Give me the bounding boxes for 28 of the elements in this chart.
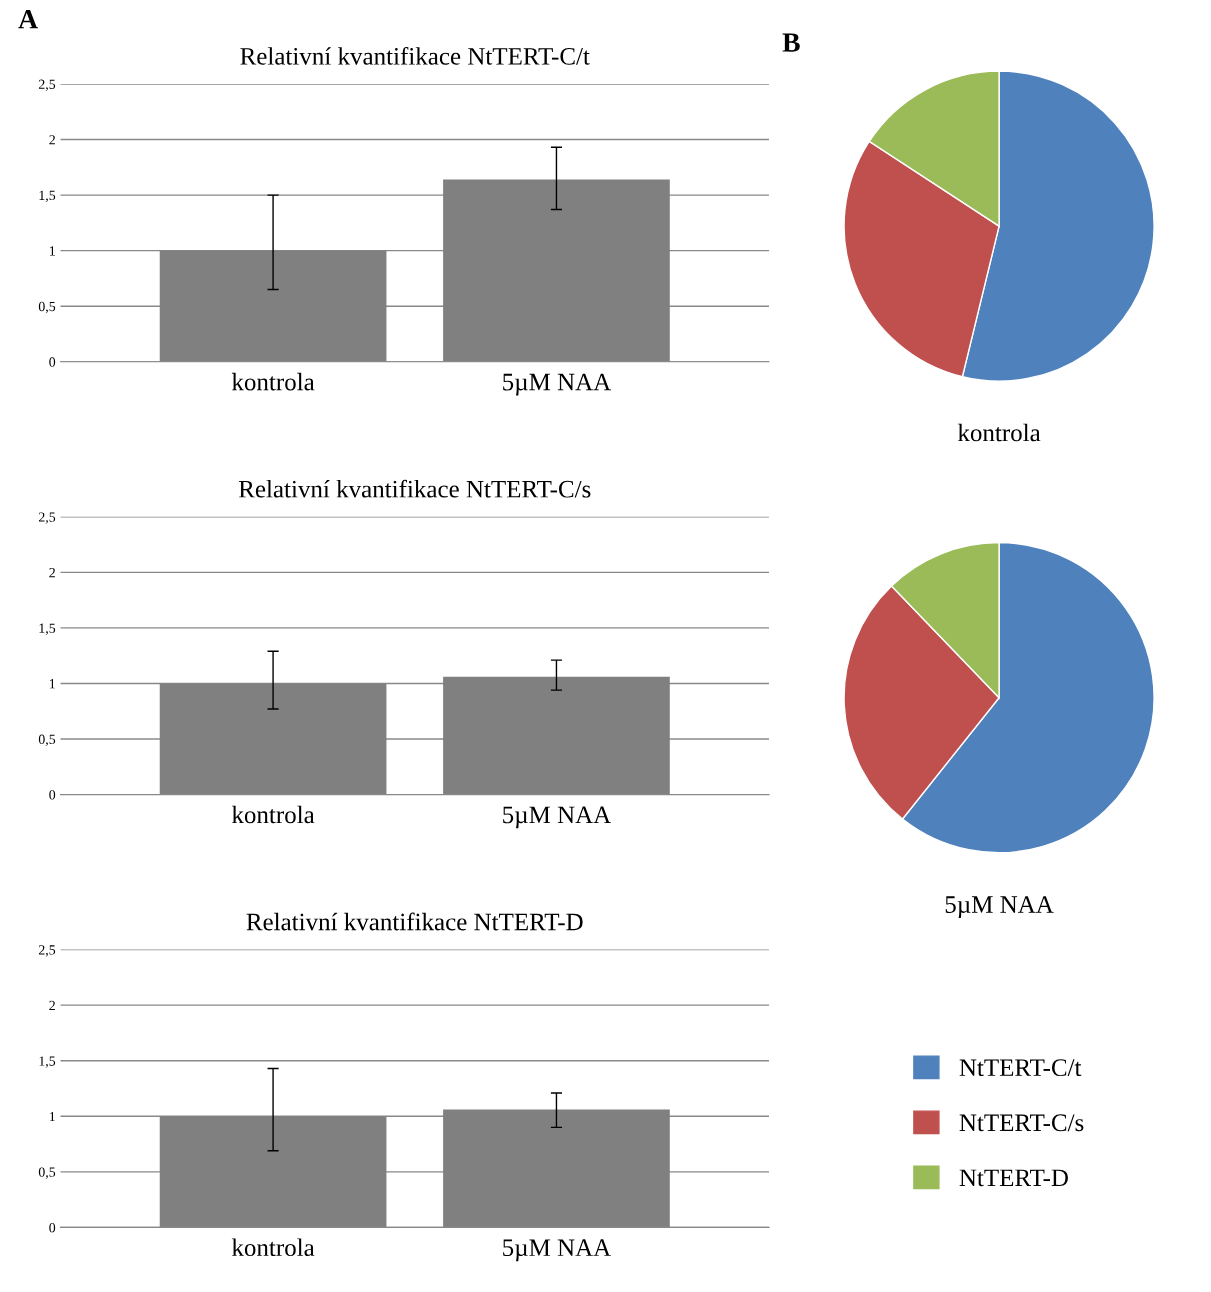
y-tick-label: 1 — [49, 679, 55, 689]
y-tick-label: 0,5 — [38, 1167, 56, 1179]
text: B — [782, 33, 800, 52]
text: kontrola — [957, 423, 1041, 442]
y-tick-label: 0 — [49, 790, 56, 800]
y-tick-label: 1,5 — [39, 1056, 56, 1068]
y-tick-label: 1 — [49, 1111, 55, 1122]
text: 5µM NAA — [945, 896, 1054, 918]
y-tick-label: 0,5 — [38, 301, 56, 314]
text: A — [18, 9, 38, 29]
chart-title: Relativní kvantifikace NtTERT-C/s — [238, 479, 591, 498]
chart-title: Relativní kvantifikace NtTERT-D — [246, 912, 583, 931]
y-tick-label: 1 — [49, 246, 55, 256]
legend-label: NtTERT-C/t — [959, 1059, 1082, 1077]
chart-title: Relativní kvantifikace NtTERT-C/t — [240, 46, 590, 65]
legend-label: NtTERT-C/s — [959, 1114, 1084, 1132]
y-tick-label: 2,5 — [38, 79, 56, 91]
y-tick-label: 0 — [49, 1222, 56, 1233]
y-tick-label: 1,5 — [39, 623, 56, 635]
y-tick-label: 0 — [49, 357, 56, 367]
y-tick-label: 2 — [49, 567, 55, 578]
y-tick-label: 0,5 — [38, 734, 56, 746]
y-tick-label: 1,5 — [39, 190, 56, 203]
y-tick-label: 2 — [49, 1000, 55, 1010]
legend-label: NtTERT-D — [959, 1169, 1068, 1187]
y-tick-label: 2 — [49, 135, 55, 145]
y-tick-label: 2,5 — [38, 512, 56, 524]
y-tick-label: 2,5 — [38, 945, 56, 957]
